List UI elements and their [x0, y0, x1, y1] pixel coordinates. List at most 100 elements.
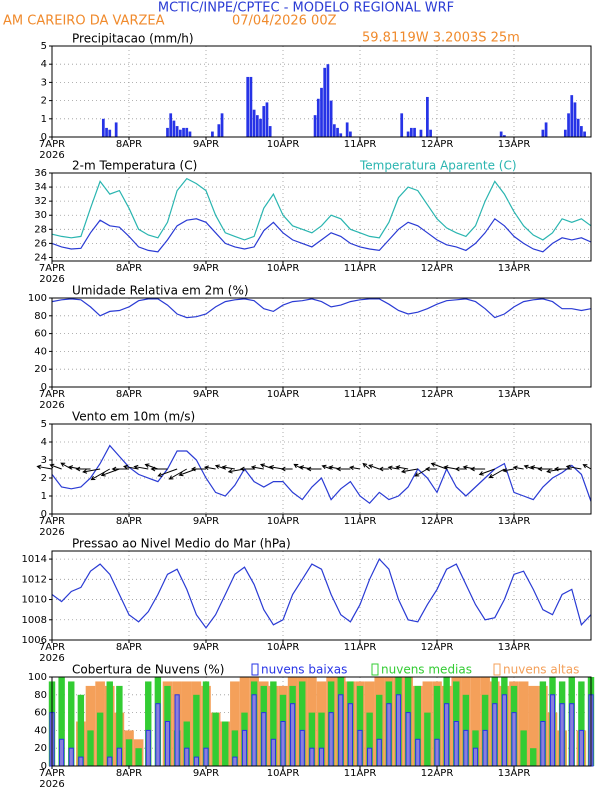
y-tick-label: 2 — [41, 96, 47, 107]
bar — [400, 113, 404, 137]
bar — [367, 747, 373, 767]
bar — [184, 747, 190, 767]
bar — [193, 694, 200, 766]
wind-arrow — [430, 462, 447, 470]
bar — [549, 694, 556, 767]
y-tick-label: 1006 — [22, 635, 47, 646]
x-tick-label: 13APR — [498, 139, 531, 150]
bar — [308, 712, 316, 766]
bar — [563, 129, 567, 137]
bar — [85, 685, 96, 766]
plot-frame — [51, 172, 592, 262]
bar — [320, 87, 323, 137]
bar — [356, 685, 364, 766]
x-tick-label: 13APR — [498, 642, 531, 653]
bar — [164, 721, 171, 767]
x-year-label: 2026 — [39, 779, 64, 790]
wind-arrow — [414, 468, 428, 477]
plot-frame — [51, 297, 592, 388]
bar — [107, 756, 113, 767]
legend-swatch — [371, 663, 379, 676]
bar — [174, 694, 180, 767]
x-tick-label: 12APR — [421, 768, 454, 779]
x-tick-label: 8APR — [116, 263, 142, 274]
bar — [270, 681, 277, 766]
bar — [145, 729, 151, 767]
bar — [68, 747, 74, 767]
bar — [230, 681, 240, 766]
bar — [376, 694, 383, 766]
bar — [501, 694, 507, 767]
y-tick-label: 3 — [41, 455, 47, 466]
plot-frame — [51, 423, 592, 515]
bar — [318, 712, 325, 766]
bar — [280, 721, 286, 767]
bar — [101, 118, 105, 137]
bar — [246, 76, 250, 137]
bar — [349, 131, 352, 137]
x-tick-label: 10APR — [267, 389, 300, 400]
bar — [155, 703, 161, 767]
panel-title: Cobertura de Nuvens (%) — [72, 663, 224, 677]
wind-arrow — [190, 466, 206, 472]
y-tick-label: 0 — [41, 761, 47, 772]
bar — [202, 681, 210, 766]
y-tick-label: 40 — [34, 725, 47, 736]
bar — [482, 729, 488, 767]
y-tick-label: 40 — [34, 346, 47, 357]
bar — [105, 127, 108, 137]
bar — [188, 131, 192, 137]
x-year-label: 2026 — [39, 150, 64, 161]
bar — [376, 738, 382, 767]
x-tick-label: 11APR — [344, 642, 377, 653]
bar — [290, 703, 296, 767]
bar — [268, 126, 272, 137]
y-tick-label: 1010 — [22, 595, 47, 606]
x-tick-label: 7APR — [39, 768, 65, 779]
x-tick-label: 7APR — [39, 263, 65, 274]
wind-arrow — [553, 466, 572, 472]
bar — [175, 126, 179, 137]
line — [51, 558, 592, 629]
bar — [544, 122, 548, 137]
bar — [444, 703, 450, 767]
bar — [125, 739, 133, 766]
bar — [339, 133, 343, 137]
panel-3: 0 1 2 3 4 5 7APR 8APR 9APR 10APR 11APR 12APR 13APR 20… — [36, 410, 592, 538]
x-tick-label: 11APR — [344, 516, 377, 527]
x-tick-label: 12APR — [421, 389, 454, 400]
bar — [58, 677, 65, 766]
bar — [528, 685, 539, 766]
wind-arrow — [221, 465, 235, 470]
bar — [511, 712, 517, 767]
bar — [569, 703, 575, 767]
wind-arrow — [36, 464, 53, 470]
bar — [570, 95, 574, 137]
bar — [426, 96, 429, 137]
wind-arrow — [144, 463, 159, 470]
y-tick-label: 80 — [34, 311, 47, 322]
x-tick-label: 13APR — [498, 389, 531, 400]
wind-arrow — [111, 466, 129, 472]
bar — [241, 729, 248, 767]
run-time: 07/04/2026 00Z — [232, 14, 337, 29]
bar — [116, 685, 123, 766]
wind-arrow — [378, 466, 389, 472]
wind-arrow — [349, 465, 361, 471]
y-tick-label: 32 — [34, 196, 47, 207]
x-tick-label: 7APR — [39, 642, 65, 653]
x-tick-label: 11APR — [344, 389, 377, 400]
bar — [492, 703, 498, 767]
bar — [183, 721, 190, 766]
x-tick-label: 9APR — [193, 263, 219, 274]
y-tick-label: 0 — [41, 132, 47, 143]
legend-label: 2-m Temperatura (C) — [72, 159, 197, 173]
bar — [541, 129, 545, 137]
legend-label: Temperatura Aparente (C) — [359, 159, 517, 173]
wind-arrow — [395, 465, 409, 470]
panel-0: 0 1 2 3 4 5 7APR 8APR 9APR 10APR 11APR 12APR 13APR 20… — [39, 32, 592, 161]
bar — [299, 681, 306, 766]
wind-arrow — [157, 468, 178, 477]
panel-title: Umidade Relativa em 2m (%) — [72, 284, 249, 298]
